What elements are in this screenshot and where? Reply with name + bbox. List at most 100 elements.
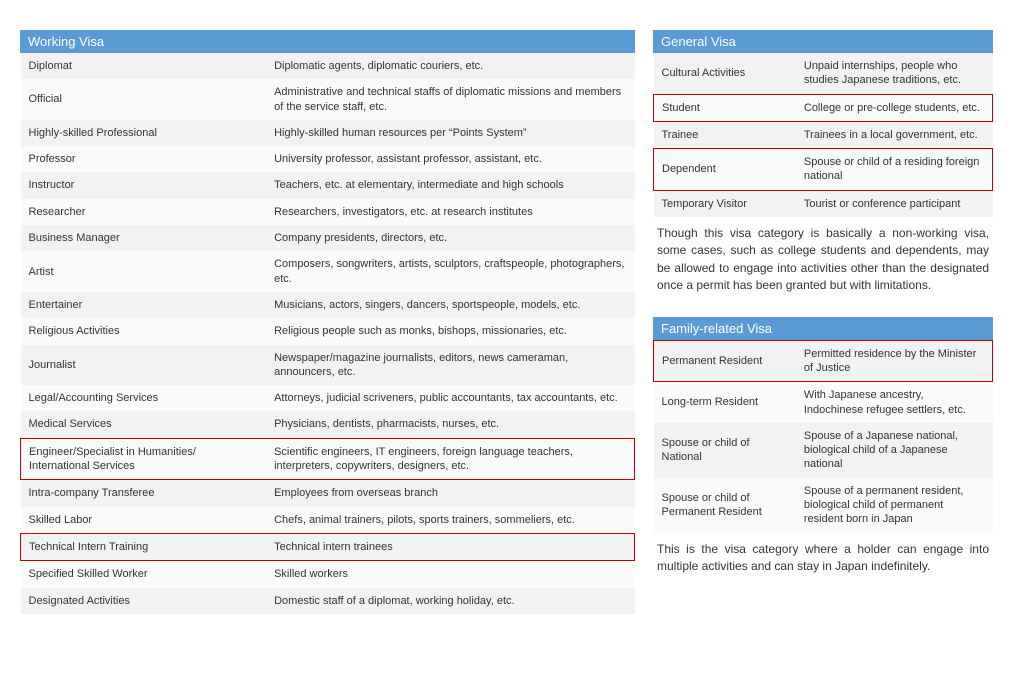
visa-name: Entertainer	[21, 292, 267, 318]
working-visa-table: DiplomatDiplomatic agents, diplomatic co…	[20, 53, 635, 614]
table-row: TraineeTrainees in a local government, e…	[654, 121, 993, 148]
visa-description: Religious people such as monks, bishops,…	[266, 318, 634, 344]
visa-description: Chefs, animal trainers, pilots, sports t…	[266, 507, 634, 534]
table-row: Highly-skilled ProfessionalHighly-skille…	[21, 120, 635, 146]
table-row: Designated ActivitiesDomestic staff of a…	[21, 588, 635, 614]
visa-description: With Japanese ancestry, Indochinese refu…	[796, 382, 993, 423]
family-visa-tbody: Permanent ResidentPermitted residence by…	[654, 340, 993, 532]
visa-description: Newspaper/magazine journalists, editors,…	[266, 345, 634, 386]
general-visa-section: General Visa Cultural ActivitiesUnpaid i…	[653, 30, 993, 295]
visa-description: Domestic staff of a diplomat, working ho…	[266, 588, 634, 614]
table-row: JournalistNewspaper/magazine journalists…	[21, 345, 635, 386]
table-row: Cultural ActivitiesUnpaid internships, p…	[654, 53, 993, 94]
visa-name: Dependent	[654, 149, 796, 191]
visa-name: Official	[21, 79, 267, 120]
visa-name: Designated Activities	[21, 588, 267, 614]
visa-name: Journalist	[21, 345, 267, 386]
family-visa-section: Family-related Visa Permanent ResidentPe…	[653, 317, 993, 576]
visa-name: Researcher	[21, 199, 267, 225]
table-row: DiplomatDiplomatic agents, diplomatic co…	[21, 53, 635, 79]
working-visa-title: Working Visa	[20, 30, 635, 53]
visa-name: Skilled Labor	[21, 507, 267, 534]
visa-name: Professor	[21, 146, 267, 172]
table-row: Skilled LaborChefs, animal trainers, pil…	[21, 507, 635, 534]
visa-name: Artist	[21, 251, 267, 292]
general-visa-note: Though this visa category is basically a…	[653, 217, 993, 295]
visa-description: Tourist or conference participant	[796, 190, 993, 217]
visa-description: Teachers, etc. at elementary, intermedia…	[266, 172, 634, 198]
table-row: Permanent ResidentPermitted residence by…	[654, 340, 993, 382]
general-visa-title: General Visa	[653, 30, 993, 53]
spacer	[653, 295, 993, 317]
visa-name: Cultural Activities	[654, 53, 796, 94]
table-row: Religious ActivitiesReligious people suc…	[21, 318, 635, 344]
visa-name: Permanent Resident	[654, 340, 796, 382]
visa-description: Musicians, actors, singers, dancers, spo…	[266, 292, 634, 318]
table-row: Medical ServicesPhysicians, dentists, ph…	[21, 411, 635, 438]
table-row: ResearcherResearchers, investigators, et…	[21, 199, 635, 225]
visa-name: Spouse or child of Permanent Resident	[654, 478, 796, 533]
visa-name: Trainee	[654, 121, 796, 148]
visa-name: Diplomat	[21, 53, 267, 79]
table-row: Spouse or child of Permanent ResidentSpo…	[654, 478, 993, 533]
visa-name: Intra-company Transferee	[21, 480, 267, 507]
visa-name: Legal/Accounting Services	[21, 385, 267, 411]
general-visa-table: Cultural ActivitiesUnpaid internships, p…	[653, 53, 993, 217]
visa-description: Researchers, investigators, etc. at rese…	[266, 199, 634, 225]
visa-name: Spouse or child of National	[654, 423, 796, 478]
visa-description: Composers, songwriters, artists, sculpto…	[266, 251, 634, 292]
visa-name: Instructor	[21, 172, 267, 198]
family-visa-title: Family-related Visa	[653, 317, 993, 340]
family-visa-table: Permanent ResidentPermitted residence by…	[653, 340, 993, 533]
visa-name: Medical Services	[21, 411, 267, 438]
visa-description: University professor, assistant professo…	[266, 146, 634, 172]
visa-description: Scientific engineers, IT engineers, fore…	[266, 438, 634, 480]
visa-description: Spouse or child of a residing foreign na…	[796, 149, 993, 191]
working-visa-tbody: DiplomatDiplomatic agents, diplomatic co…	[21, 53, 635, 614]
table-row: Spouse or child of NationalSpouse of a J…	[654, 423, 993, 478]
visa-description: Company presidents, directors, etc.	[266, 225, 634, 251]
visa-name: Technical Intern Training	[21, 533, 267, 560]
visa-description: Administrative and technical staffs of d…	[266, 79, 634, 120]
table-row: Business ManagerCompany presidents, dire…	[21, 225, 635, 251]
table-row: EntertainerMusicians, actors, singers, d…	[21, 292, 635, 318]
visa-name: Engineer/Specialist in Humanities/ Inter…	[21, 438, 267, 480]
visa-description: Diplomatic agents, diplomatic couriers, …	[266, 53, 634, 79]
visa-name: Business Manager	[21, 225, 267, 251]
visa-description: Spouse of a Japanese national, biologica…	[796, 423, 993, 478]
visa-name: Highly-skilled Professional	[21, 120, 267, 146]
visa-description: Spouse of a permanent resident, biologic…	[796, 478, 993, 533]
visa-description: Permitted residence by the Minister of J…	[796, 340, 993, 382]
visa-description: Technical intern trainees	[266, 533, 634, 560]
table-row: Temporary VisitorTourist or conference p…	[654, 190, 993, 217]
visa-description: College or pre-college students, etc.	[796, 94, 993, 121]
table-row: OfficialAdministrative and technical sta…	[21, 79, 635, 120]
table-row: Long-term ResidentWith Japanese ancestry…	[654, 382, 993, 423]
visa-description: Attorneys, judicial scriveners, public a…	[266, 385, 634, 411]
visa-name: Specified Skilled Worker	[21, 561, 267, 588]
table-row: DependentSpouse or child of a residing f…	[654, 149, 993, 191]
table-row: ProfessorUniversity professor, assistant…	[21, 146, 635, 172]
working-visa-section: Working Visa DiplomatDiplomatic agents, …	[20, 30, 635, 670]
visa-name: Temporary Visitor	[654, 190, 796, 217]
visa-description: Highly-skilled human resources per “Poin…	[266, 120, 634, 146]
family-visa-note: This is the visa category where a holder…	[653, 533, 993, 576]
table-row: ArtistComposers, songwriters, artists, s…	[21, 251, 635, 292]
table-row: Technical Intern TrainingTechnical inter…	[21, 533, 635, 560]
visa-description: Skilled workers	[266, 561, 634, 588]
visa-name: Religious Activities	[21, 318, 267, 344]
table-row: Legal/Accounting ServicesAttorneys, judi…	[21, 385, 635, 411]
visa-description: Trainees in a local government, etc.	[796, 121, 993, 148]
table-row: Specified Skilled WorkerSkilled workers	[21, 561, 635, 588]
visa-description: Unpaid internships, people who studies J…	[796, 53, 993, 94]
table-row: StudentCollege or pre-college students, …	[654, 94, 993, 121]
visa-description: Employees from overseas branch	[266, 480, 634, 507]
general-visa-tbody: Cultural ActivitiesUnpaid internships, p…	[654, 53, 993, 217]
visa-description: Physicians, dentists, pharmacists, nurse…	[266, 411, 634, 438]
table-row: Intra-company TransfereeEmployees from o…	[21, 480, 635, 507]
visa-name: Student	[654, 94, 796, 121]
table-row: Engineer/Specialist in Humanities/ Inter…	[21, 438, 635, 480]
right-column: General Visa Cultural ActivitiesUnpaid i…	[653, 30, 993, 670]
visa-name: Long-term Resident	[654, 382, 796, 423]
table-row: InstructorTeachers, etc. at elementary, …	[21, 172, 635, 198]
